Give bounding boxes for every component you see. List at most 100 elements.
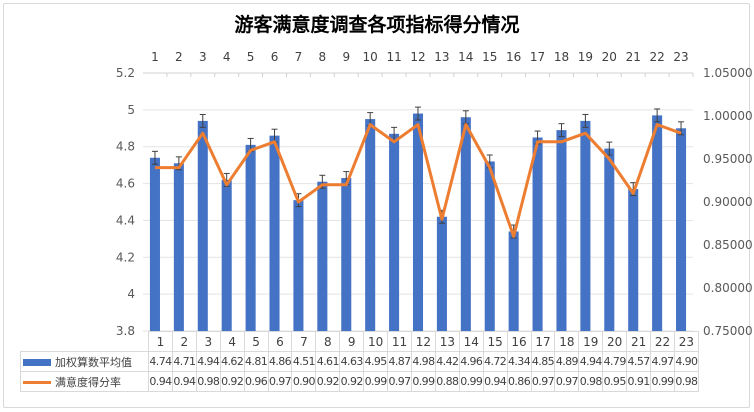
table-cell: 0.88	[434, 371, 460, 392]
x-top-tick-label: 18	[554, 50, 569, 64]
table-cell: 0.98	[578, 371, 604, 392]
bar	[245, 144, 256, 331]
table-header-cell: 16	[506, 331, 532, 352]
y2-tick-label: 0.80000	[703, 281, 753, 295]
bar	[532, 137, 543, 331]
bar	[652, 115, 663, 331]
x-top-tick-label: 22	[649, 50, 664, 64]
y2-tick-label: 1.05000	[703, 66, 753, 80]
bar	[317, 181, 328, 331]
x-top-tick-label: 3	[199, 50, 207, 64]
data-table: 1 2 3 4 5 6 7 8 9 10 11 12 13 14 15 16 17 18 19 20 21 22 23 加权算…	[20, 331, 699, 392]
bar	[197, 120, 208, 332]
table-cell: 4.57	[626, 351, 652, 372]
x-top-tick-label: 10	[363, 50, 378, 64]
bar	[436, 216, 447, 331]
table-cell: 4.81	[243, 351, 269, 372]
table-header-cell: 7	[291, 331, 317, 352]
table-cell: 0.97	[554, 371, 580, 392]
table-cell: 4.79	[602, 351, 628, 372]
x-top-tick-label: 8	[319, 50, 327, 64]
x-top-tick-label: 5	[247, 50, 255, 64]
table-cell: 4.87	[387, 351, 412, 372]
table-cell: 4.96	[458, 351, 484, 372]
bar	[221, 179, 232, 331]
table-header-cell: 15	[482, 331, 508, 352]
table-cell: 4.90	[673, 351, 699, 372]
bar	[508, 231, 519, 331]
x-top-tick-label: 11	[386, 50, 401, 64]
y-tick-label: 4.8	[116, 140, 135, 154]
table-cell: 0.98	[195, 371, 221, 392]
y-tick-label: 5	[127, 103, 135, 117]
table-cell: 0.99	[650, 371, 675, 392]
bar	[412, 113, 424, 332]
table-cell: 0.98	[673, 371, 699, 392]
table-cell: 0.92	[219, 371, 245, 392]
table-cell: 0.96	[243, 371, 269, 392]
table-cell: 4.63	[339, 351, 365, 372]
x-top-tick-label: 13	[434, 50, 449, 64]
table-cell: 0.92	[315, 371, 341, 392]
table-cell: 0.94	[171, 371, 197, 392]
x-top-tick-label: 23	[673, 50, 688, 64]
table-cell: 0.86	[506, 371, 532, 392]
table-cell: 0.91	[626, 371, 652, 392]
table-header-cell: 23	[673, 331, 699, 352]
x-top-tick-label: 21	[626, 50, 641, 64]
table-cell: 0.97	[530, 371, 556, 392]
table-header-cell: 12	[410, 331, 436, 352]
table-header-cell: 2	[171, 331, 197, 352]
legend-bar-swatch-icon	[23, 359, 51, 366]
table-header-cell: 13	[434, 331, 460, 352]
x-top-tick-label: 7	[295, 50, 303, 64]
table-cell: 0.92	[339, 371, 365, 392]
table-cell: 4.85	[530, 351, 556, 372]
table-header-cell: 1	[148, 331, 173, 352]
table-cell: 4.61	[315, 351, 341, 372]
table-cell: 4.89	[554, 351, 580, 372]
x-top-tick-label: 15	[482, 50, 497, 64]
legend-label: 加权算数平均值	[55, 355, 132, 369]
chart-title: 游客满意度调查各项指标得分情况	[234, 14, 520, 36]
table-cell: 0.99	[410, 371, 436, 392]
y2-tick-label: 0.95000	[703, 152, 753, 166]
table-cell: 4.94	[195, 351, 221, 372]
y2-tick-label: 0.75000	[703, 324, 753, 338]
table-cell: 4.86	[267, 351, 293, 372]
table-cell: 4.34	[506, 351, 532, 372]
table-cell: 0.99	[363, 371, 389, 392]
table-header-cell: 21	[626, 331, 652, 352]
x-top-tick-label: 20	[602, 50, 617, 64]
table-cell: 4.95	[363, 351, 389, 372]
table-cell: 0.97	[387, 371, 412, 392]
bar	[269, 135, 280, 331]
table-header-cell: 19	[578, 331, 604, 352]
table-header-cell: 18	[554, 331, 580, 352]
y-tick-label: 4.6	[116, 177, 135, 191]
x-top-tick-label: 4	[223, 50, 231, 64]
table-cell: 0.90	[291, 371, 317, 392]
bar	[293, 200, 304, 331]
bar	[628, 189, 639, 331]
table-cell: 0.95	[602, 371, 628, 392]
y-tick-label: 4.4	[116, 213, 135, 227]
table-cell: 4.51	[291, 351, 317, 372]
x-top-tick-label: 19	[578, 50, 593, 64]
table-cell: 4.72	[482, 351, 508, 372]
y2-tick-label: 0.90000	[703, 195, 753, 209]
y-tick-label: 4.2	[116, 250, 135, 264]
table-cell: 0.99	[458, 371, 484, 392]
rate-line	[154, 123, 682, 238]
x-top-tick-label: 2	[175, 50, 183, 64]
bar	[341, 178, 352, 331]
table-cell: 4.42	[434, 351, 460, 372]
table-header-cell: 11	[387, 331, 412, 352]
legend-label: 满意度得分率	[55, 375, 121, 389]
x-top-tick-label: 17	[530, 50, 545, 64]
bar	[173, 163, 184, 331]
bar	[580, 120, 591, 332]
y2-tick-label: 0.85000	[703, 238, 753, 252]
table-header-cell: 3	[195, 331, 221, 352]
